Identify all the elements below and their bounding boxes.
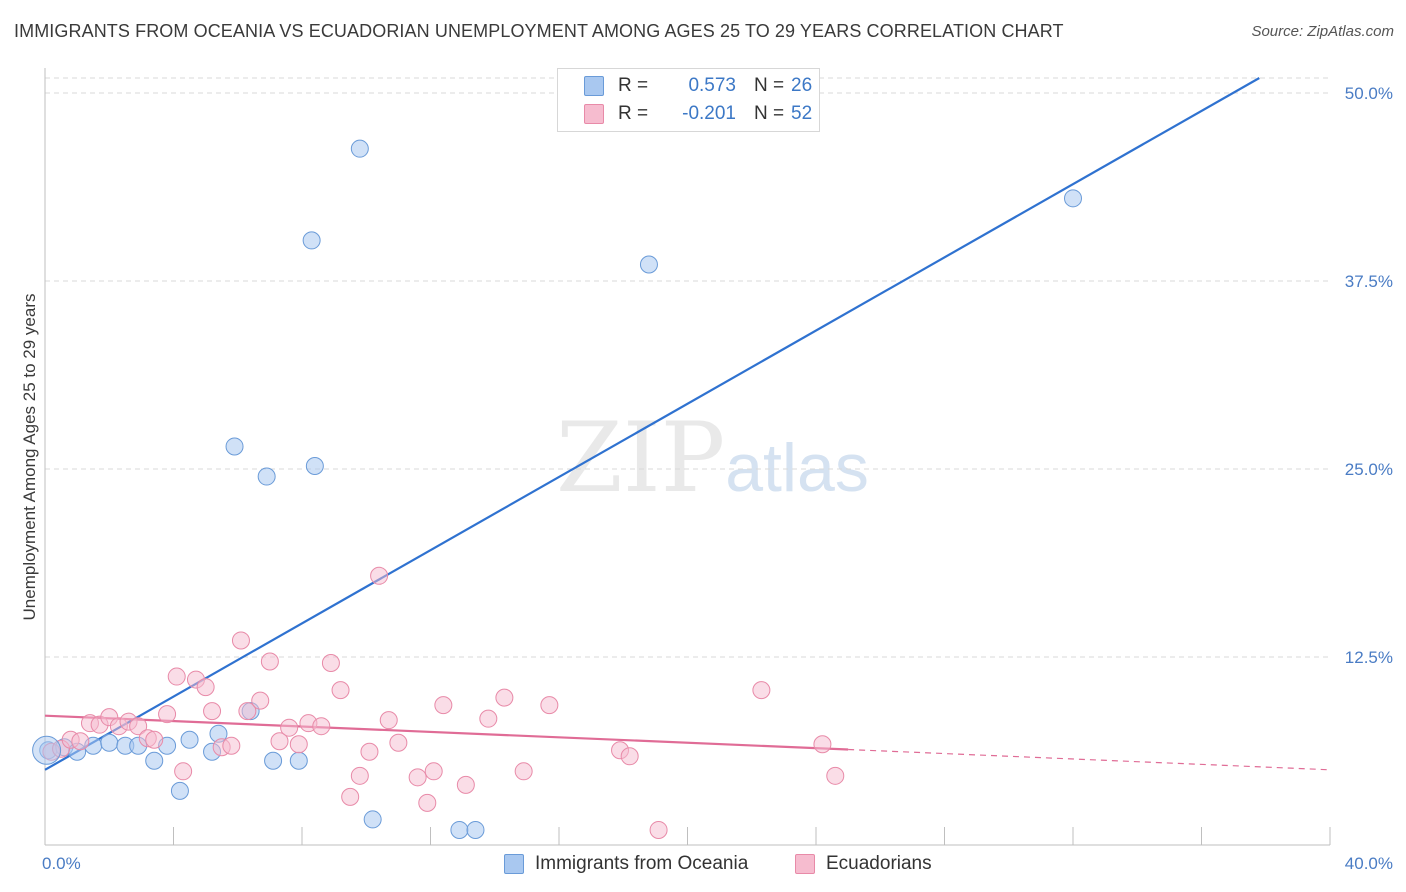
watermark-zip: ZIP xyxy=(556,402,726,514)
point-ecuadorian xyxy=(145,730,164,749)
point-ecuadorian xyxy=(389,733,408,752)
n-label: N = xyxy=(754,75,785,96)
legend-swatch-pink xyxy=(584,104,604,124)
point-cluster-origin xyxy=(32,735,62,765)
point-ecuadorian xyxy=(370,566,389,585)
chart-title: IMMIGRANTS FROM OCEANIA VS ECUADORIAN UN… xyxy=(14,21,1064,41)
point-ecuadorian xyxy=(203,702,222,721)
point-ecuadorian xyxy=(331,681,350,700)
point-oceania xyxy=(100,733,119,752)
point-oceania xyxy=(363,810,382,829)
r-label: R = xyxy=(618,103,649,124)
point-oceania xyxy=(302,231,321,250)
point-ecuadorian xyxy=(129,717,148,736)
bottom-legend-swatch-pink xyxy=(795,854,815,874)
y-tick-label: 12.5% xyxy=(1345,648,1393,667)
point-ecuadorian xyxy=(418,793,437,812)
x-tick-label: 40.0% xyxy=(1345,854,1393,873)
point-ecuadorian xyxy=(196,678,215,697)
point-ecuadorian xyxy=(71,732,90,751)
point-oceania xyxy=(450,820,469,839)
point-ecuadorian xyxy=(341,787,360,806)
point-ecuadorian xyxy=(174,762,193,781)
point-ecuadorian xyxy=(167,667,186,686)
point-ecuadorian xyxy=(260,652,279,671)
point-ecuadorian xyxy=(312,717,331,736)
point-oceania xyxy=(1064,189,1082,208)
trend-lines xyxy=(44,77,1331,771)
watermark-atlas: atlas xyxy=(725,430,869,506)
x-tick-label: 0.0% xyxy=(42,854,81,873)
n-value: 26 xyxy=(791,75,813,96)
bottom-legend-ecuadorians: Ecuadorians xyxy=(795,852,932,876)
axes xyxy=(44,68,1331,846)
point-ecuadorian xyxy=(158,705,177,724)
y-tick-label: 50.0% xyxy=(1345,84,1393,103)
r-value: 0.573 xyxy=(688,75,736,96)
bottom-legend-label: Ecuadorians xyxy=(826,853,932,874)
point-oceania xyxy=(145,751,164,770)
point-oceania xyxy=(170,781,189,800)
bottom-legend-oceania: Immigrants from Oceania xyxy=(504,852,748,876)
point-ecuadorian xyxy=(479,709,498,728)
point-ecuadorian xyxy=(826,766,845,785)
point-oceania xyxy=(466,820,485,839)
r-value: -0.201 xyxy=(682,103,736,124)
point-oceania xyxy=(257,467,276,486)
n-value: 52 xyxy=(791,103,813,124)
point-ecuadorian xyxy=(752,681,771,700)
point-ecuadorian xyxy=(251,691,270,710)
point-oceania xyxy=(350,139,369,158)
point-oceania xyxy=(305,457,324,476)
legend-swatch-blue xyxy=(584,76,604,96)
point-ecuadorian xyxy=(238,702,257,721)
point-ecuadorian xyxy=(424,762,443,781)
source-credit: Source: ZipAtlas.com xyxy=(1251,23,1394,40)
trend-line-ecuadorians-extension xyxy=(848,748,1331,771)
point-ecuadorian xyxy=(434,696,453,715)
point-ecuadorian xyxy=(350,766,369,785)
point-ecuadorian xyxy=(231,631,250,650)
point-oceania xyxy=(180,730,199,749)
trend-line-ecuadorians xyxy=(44,714,849,751)
watermark: ZIPatlas xyxy=(556,402,869,514)
point-ecuadorian xyxy=(270,732,289,751)
point-ecuadorian xyxy=(540,696,559,715)
point-ecuadorian xyxy=(495,688,514,707)
point-oceania xyxy=(289,751,308,770)
point-ecuadorian xyxy=(649,820,668,839)
point-ecuadorian xyxy=(813,735,832,754)
legend-row-ecuadorians: R = -0.201 N = 52 xyxy=(558,102,812,126)
n-label: N = xyxy=(754,103,785,124)
point-oceania xyxy=(264,751,283,770)
bottom-legend-swatch-blue xyxy=(504,854,524,874)
r-label: R = xyxy=(618,75,649,96)
axis-labels: 12.5% 25.0% 37.5% 50.0% 0.0% 40.0% Unemploymen… xyxy=(20,84,1393,873)
data-points xyxy=(32,139,1082,839)
point-oceania xyxy=(225,437,244,456)
y-axis-title: Unemployment Among Ages 25 to 29 years xyxy=(20,294,39,621)
point-ecuadorian xyxy=(360,742,379,761)
point-ecuadorian xyxy=(280,718,299,737)
point-ecuadorian xyxy=(289,735,308,754)
gridlines xyxy=(45,77,1330,658)
correlation-legend: R = 0.573 N = 26 R = -0.201 N = 52 xyxy=(557,68,820,132)
trend-line-oceania xyxy=(44,77,1260,771)
point-oceania xyxy=(639,255,658,274)
legend-row-oceania: R = 0.573 N = 26 xyxy=(558,74,812,98)
point-ecuadorian xyxy=(456,775,475,794)
point-ecuadorian xyxy=(321,654,340,673)
point-ecuadorian xyxy=(408,768,427,787)
y-tick-label: 37.5% xyxy=(1345,272,1393,291)
bottom-legend-label: Immigrants from Oceania xyxy=(535,853,749,874)
point-ecuadorian xyxy=(379,711,398,730)
y-tick-label: 25.0% xyxy=(1345,460,1393,479)
point-ecuadorian xyxy=(514,762,533,781)
point-ecuadorian xyxy=(620,747,639,766)
point-ecuadorian xyxy=(222,736,241,755)
